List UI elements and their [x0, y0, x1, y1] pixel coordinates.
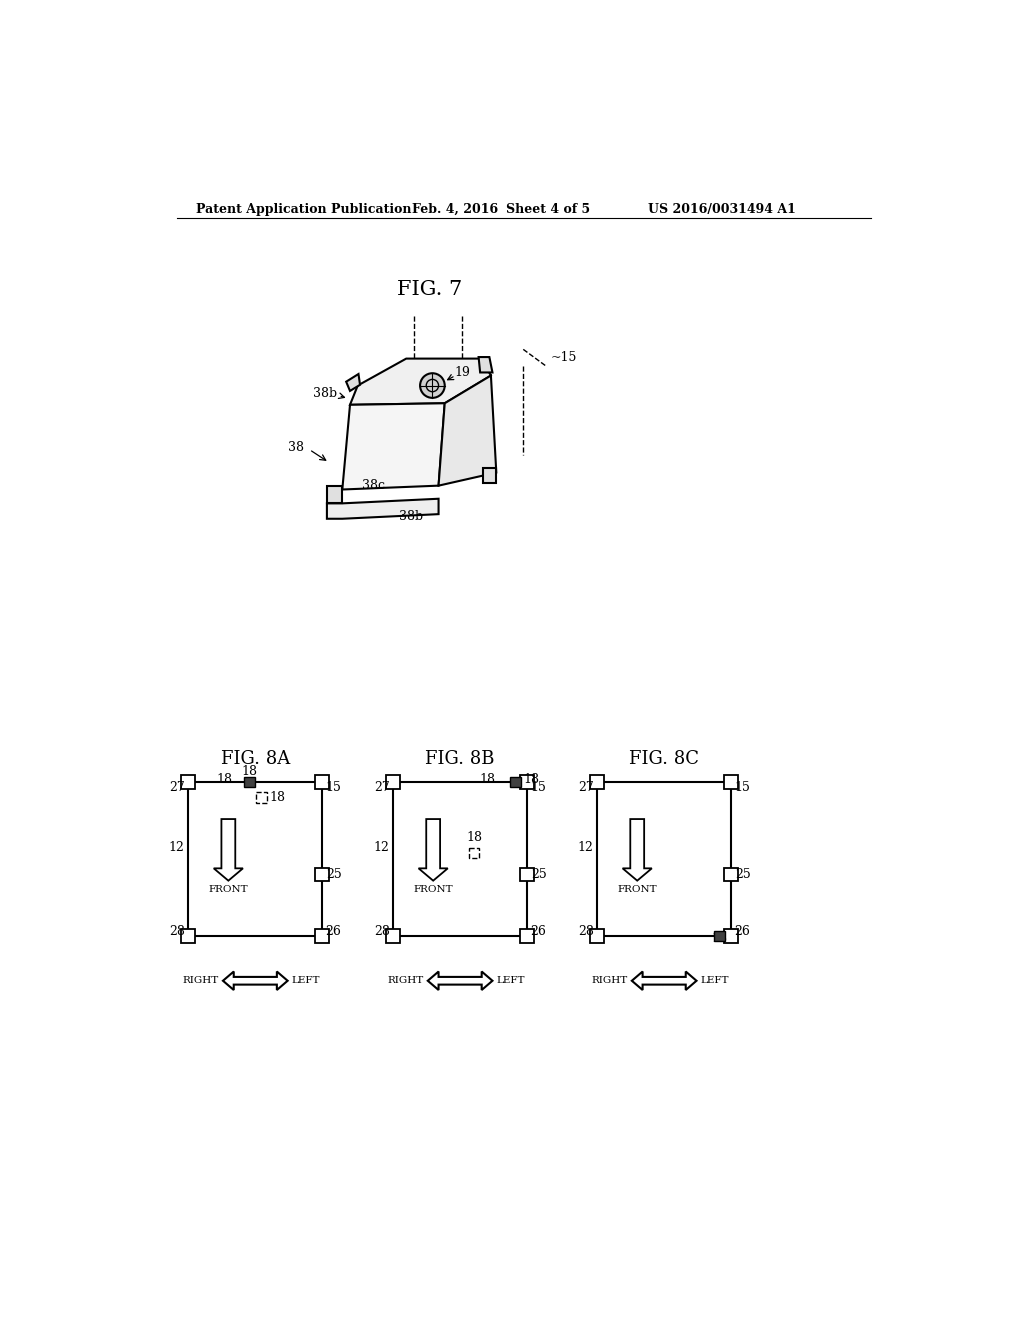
Text: 28: 28: [374, 924, 390, 937]
Text: 27: 27: [579, 780, 594, 793]
Text: RIGHT: RIGHT: [183, 977, 219, 985]
Text: 18: 18: [241, 766, 257, 779]
Polygon shape: [510, 776, 521, 788]
Text: 38c: 38c: [361, 479, 385, 492]
Text: FIG. 8C: FIG. 8C: [629, 750, 699, 768]
Text: LEFT: LEFT: [700, 977, 729, 985]
Text: US 2016/0031494 A1: US 2016/0031494 A1: [648, 203, 796, 216]
Polygon shape: [327, 499, 438, 519]
Polygon shape: [386, 929, 400, 942]
Text: FRONT: FRONT: [617, 884, 657, 894]
Polygon shape: [315, 929, 330, 942]
Text: 18: 18: [269, 791, 285, 804]
Polygon shape: [181, 775, 196, 789]
Polygon shape: [386, 775, 400, 789]
Polygon shape: [520, 867, 535, 882]
Text: 18: 18: [523, 774, 540, 785]
Polygon shape: [350, 359, 490, 405]
Polygon shape: [428, 972, 493, 990]
Polygon shape: [419, 818, 447, 880]
Polygon shape: [244, 776, 255, 788]
Text: Sheet 4 of 5: Sheet 4 of 5: [506, 203, 591, 216]
Text: FIG. 7: FIG. 7: [396, 280, 462, 300]
Text: Patent Application Publication: Patent Application Publication: [196, 203, 412, 216]
Text: 25: 25: [735, 869, 751, 880]
Polygon shape: [623, 818, 652, 880]
Polygon shape: [346, 374, 360, 391]
Text: 19: 19: [454, 366, 470, 379]
Polygon shape: [632, 972, 696, 990]
Text: ~15: ~15: [550, 351, 577, 363]
Text: 27: 27: [170, 780, 185, 793]
Polygon shape: [181, 929, 196, 942]
Polygon shape: [438, 376, 497, 486]
Text: 28: 28: [579, 924, 594, 937]
Polygon shape: [342, 404, 444, 490]
Text: 28: 28: [169, 924, 185, 937]
Polygon shape: [724, 775, 738, 789]
Text: 26: 26: [734, 924, 751, 937]
Polygon shape: [315, 867, 330, 882]
Text: 25: 25: [531, 869, 547, 880]
Polygon shape: [520, 775, 535, 789]
Text: 25: 25: [326, 869, 342, 880]
Text: Feb. 4, 2016: Feb. 4, 2016: [412, 203, 498, 216]
Polygon shape: [590, 929, 604, 942]
Text: FIG. 8A: FIG. 8A: [221, 750, 290, 768]
Text: 12: 12: [169, 841, 184, 854]
Text: RIGHT: RIGHT: [388, 977, 424, 985]
Text: 15: 15: [326, 780, 341, 793]
Text: 18: 18: [216, 774, 232, 785]
Text: 27: 27: [375, 780, 390, 793]
Text: LEFT: LEFT: [292, 977, 319, 985]
Polygon shape: [590, 775, 604, 789]
Text: FIG. 8B: FIG. 8B: [425, 750, 495, 768]
Text: 12: 12: [374, 841, 389, 854]
Polygon shape: [714, 931, 725, 941]
Text: 12: 12: [578, 841, 593, 854]
Polygon shape: [724, 867, 738, 882]
Polygon shape: [483, 469, 497, 483]
Text: 18: 18: [712, 932, 728, 945]
Polygon shape: [315, 775, 330, 789]
Text: 15: 15: [530, 780, 546, 793]
Polygon shape: [214, 818, 243, 880]
Polygon shape: [520, 929, 535, 942]
Text: LEFT: LEFT: [497, 977, 525, 985]
Polygon shape: [478, 358, 493, 372]
Polygon shape: [327, 486, 342, 503]
Text: 38b: 38b: [398, 510, 423, 523]
Polygon shape: [223, 972, 288, 990]
Text: 18: 18: [466, 832, 482, 845]
Text: 38: 38: [288, 441, 304, 454]
Text: RIGHT: RIGHT: [592, 977, 628, 985]
Text: FRONT: FRONT: [209, 884, 248, 894]
Text: 15: 15: [734, 780, 751, 793]
Text: 38b: 38b: [312, 387, 337, 400]
Text: FRONT: FRONT: [414, 884, 453, 894]
Text: 18: 18: [479, 774, 496, 785]
Polygon shape: [724, 929, 738, 942]
Circle shape: [420, 374, 444, 397]
Text: 26: 26: [530, 924, 546, 937]
Text: 26: 26: [326, 924, 341, 937]
